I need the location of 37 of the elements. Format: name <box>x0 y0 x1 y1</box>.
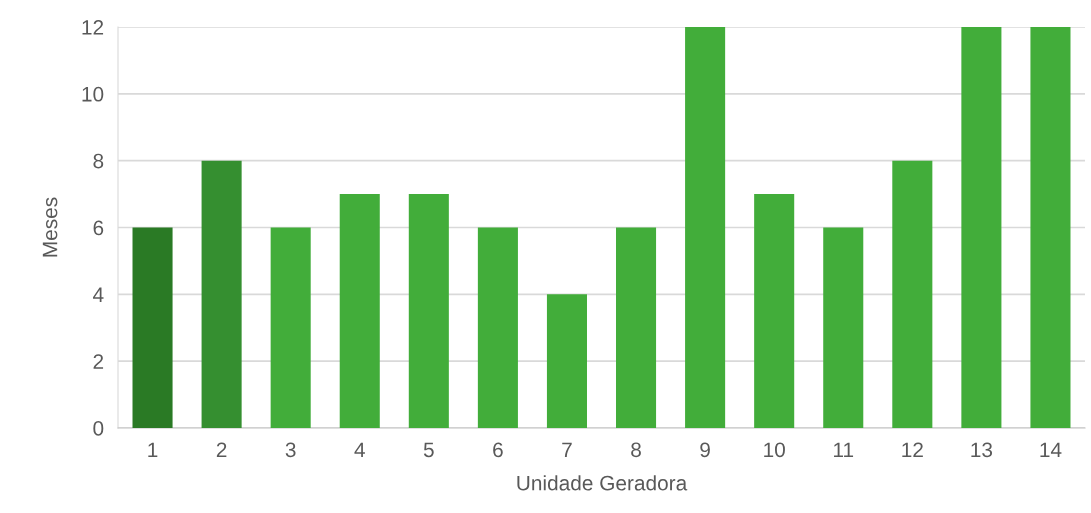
bar <box>270 227 311 428</box>
y-tick-label: 6 <box>93 220 104 236</box>
bar <box>477 227 518 428</box>
y-axis-title: Meses <box>42 197 58 257</box>
x-tick-label: 10 <box>764 442 785 458</box>
bar <box>754 194 795 428</box>
x-tick-label: 14 <box>1040 442 1062 457</box>
bar <box>961 27 1002 428</box>
y-tick-label: 10 <box>82 86 104 102</box>
x-axis-title: Unidade Geradora <box>517 475 688 491</box>
x-tick-label: 9 <box>700 442 710 458</box>
x-tick-label: 8 <box>631 442 641 458</box>
bar <box>408 194 449 428</box>
bar <box>892 160 933 428</box>
y-tick-label: 0 <box>93 421 104 436</box>
x-tick-label: 7 <box>562 442 572 457</box>
y-tick-label: 12 <box>82 20 104 35</box>
x-tick-label: 6 <box>493 442 503 458</box>
bar <box>132 227 173 428</box>
bar <box>616 227 657 428</box>
y-tick-label: 4 <box>93 287 104 302</box>
bar <box>1030 27 1071 428</box>
bar <box>685 27 726 428</box>
x-tick-label: 13 <box>971 442 993 458</box>
y-tick-label: 8 <box>93 153 104 169</box>
x-tick-label: 1 <box>148 442 158 457</box>
bar <box>546 294 587 428</box>
y-tick-label: 2 <box>93 354 104 369</box>
x-tick-label: 2 <box>216 442 227 457</box>
x-tick-label: 11 <box>834 442 854 457</box>
bar <box>201 160 242 428</box>
x-tick-label: 3 <box>285 442 296 458</box>
bar <box>823 227 864 428</box>
x-tick-label: 4 <box>354 442 365 457</box>
x-tick-label: 12 <box>902 442 923 457</box>
bar <box>339 194 380 428</box>
x-tick-label: 5 <box>423 442 434 458</box>
